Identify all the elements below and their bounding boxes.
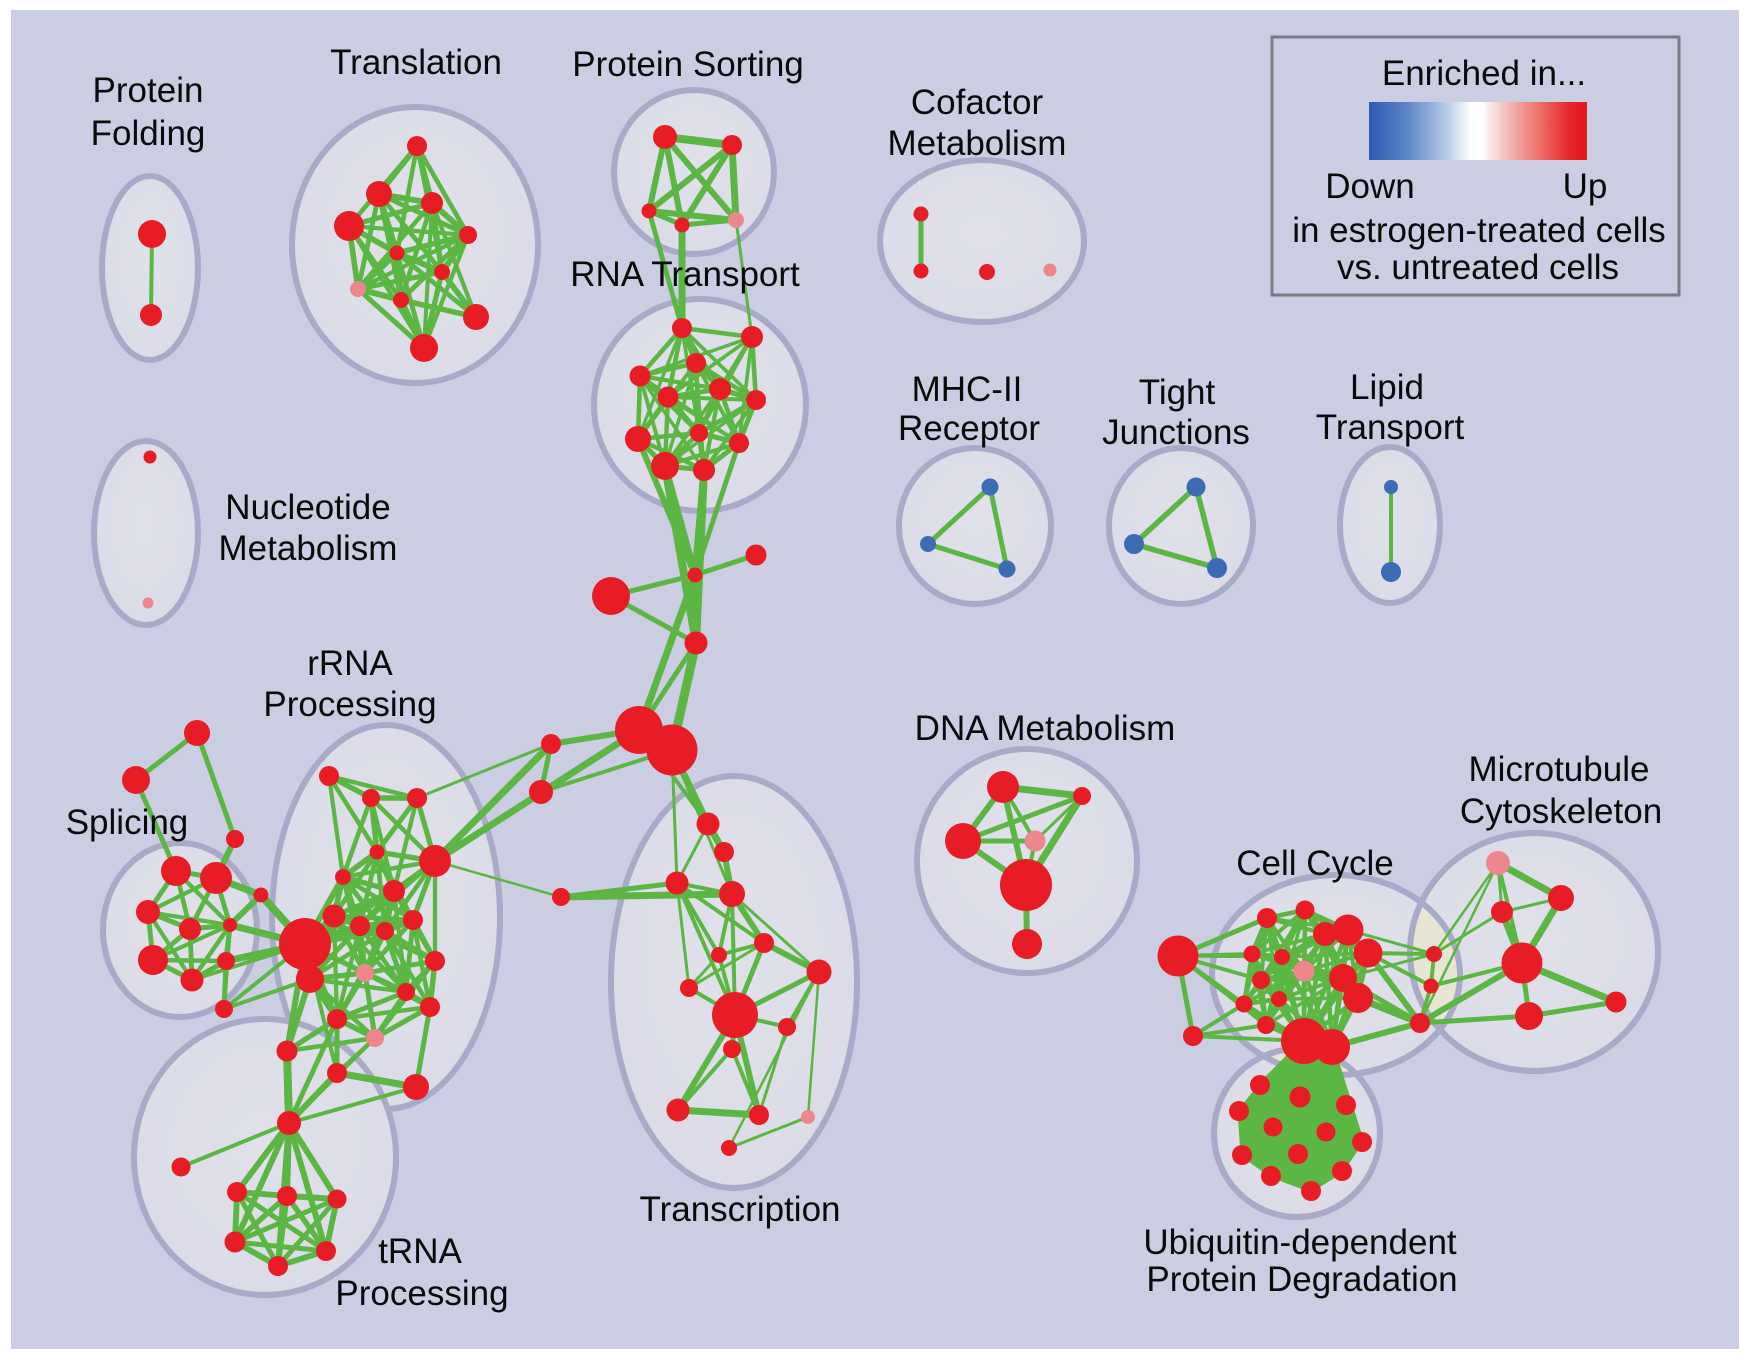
svg-text:Cofactor: Cofactor [911,83,1044,122]
svg-text:Nucleotide: Nucleotide [225,488,390,527]
svg-text:Folding: Folding [91,114,206,153]
svg-text:Cell Cycle: Cell Cycle [1236,844,1394,883]
svg-text:Lipid: Lipid [1350,368,1424,407]
svg-text:Metabolism: Metabolism [219,529,398,568]
svg-text:Protein: Protein [93,71,204,110]
svg-text:Cytoskeleton: Cytoskeleton [1460,792,1662,831]
svg-text:Processing: Processing [263,685,436,724]
svg-text:Up: Up [1563,167,1608,206]
svg-text:Microtubule: Microtubule [1469,750,1650,789]
svg-text:Transcription: Transcription [640,1190,841,1229]
svg-text:vs. untreated cells: vs. untreated cells [1337,248,1619,287]
svg-text:RNA Transport: RNA Transport [570,255,800,294]
svg-text:Junctions: Junctions [1102,413,1250,452]
svg-text:Tight: Tight [1139,373,1216,412]
svg-text:Transport: Transport [1316,408,1465,447]
svg-text:Ubiquitin-dependent: Ubiquitin-dependent [1143,1223,1457,1262]
svg-text:Protein Degradation: Protein Degradation [1146,1260,1457,1299]
svg-text:in estrogen-treated cells: in estrogen-treated cells [1292,211,1666,250]
svg-text:Down: Down [1325,167,1414,206]
svg-text:Enriched in...: Enriched in... [1382,54,1586,93]
svg-text:Splicing: Splicing [66,803,189,842]
svg-text:Processing: Processing [335,1274,508,1313]
svg-text:DNA Metabolism: DNA Metabolism [915,709,1176,748]
svg-text:MHC-II: MHC-II [912,370,1023,409]
svg-text:Receptor: Receptor [898,409,1040,448]
svg-text:tRNA: tRNA [378,1232,462,1271]
svg-text:Metabolism: Metabolism [888,124,1067,163]
svg-text:Translation: Translation [330,43,502,82]
svg-text:rRNA: rRNA [307,644,393,683]
svg-text:Protein Sorting: Protein Sorting [572,45,804,84]
